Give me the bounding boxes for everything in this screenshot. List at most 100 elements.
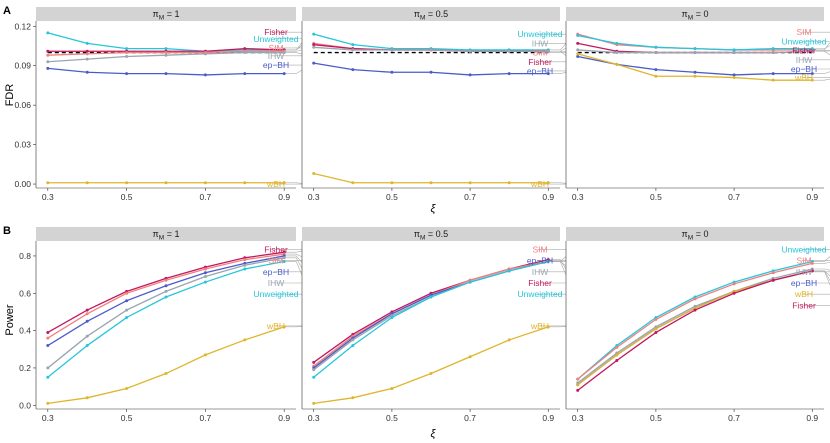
series-label-wbh: wBH	[530, 179, 549, 189]
x-tick-label: 0.9	[806, 413, 818, 423]
data-point-ihw	[771, 51, 775, 55]
series-label-sim: SIM	[532, 244, 547, 254]
y-tick-label: 0.00	[14, 179, 31, 189]
x-tick-label: 0.3	[308, 192, 320, 202]
data-point-sim	[203, 267, 207, 271]
data-point-ep-bh	[312, 61, 316, 65]
series-label-wbh: wBH	[266, 179, 285, 189]
data-point-ep-bh	[468, 73, 472, 77]
data-point-ep-bh	[507, 72, 511, 76]
data-point-wbh	[164, 372, 168, 376]
data-point-fisher	[693, 308, 697, 312]
data-point-wbh	[46, 181, 50, 185]
y-tick-label: 0.09	[14, 61, 31, 71]
data-point-fisher	[615, 358, 619, 362]
data-point-wbh	[312, 401, 316, 405]
y-tick-label: 0.06	[14, 100, 31, 110]
data-point-ihw	[732, 51, 736, 55]
data-point-sim	[125, 291, 129, 295]
data-point-unweighted	[351, 43, 355, 47]
data-point-wbh	[693, 74, 697, 78]
data-point-wbh	[468, 181, 472, 185]
data-point-ihw	[125, 55, 129, 59]
label-connector	[802, 41, 830, 49]
x-tick-label: 0.5	[121, 413, 133, 423]
series-label-fisher: Fisher	[528, 278, 552, 288]
data-point-fisher	[576, 388, 580, 392]
data-point-ihw	[243, 263, 247, 267]
data-point-sim	[243, 258, 247, 262]
data-point-wbh	[654, 327, 658, 331]
data-point-ep-bh	[282, 72, 286, 76]
data-point-fisher	[576, 41, 580, 45]
data-point-wbh	[576, 383, 580, 387]
data-point-sim	[164, 278, 168, 282]
series-label-sim: SIM	[268, 43, 283, 53]
data-point-ihw	[615, 51, 619, 55]
data-point-unweighted	[576, 33, 580, 37]
x-tick-label: 0.7	[464, 192, 476, 202]
data-point-ihw	[203, 274, 207, 278]
series-label-fisher: Fisher	[264, 27, 288, 37]
facet-strip	[302, 7, 560, 21]
x-tick-label: 0.7	[464, 413, 476, 423]
series-label-sim: SIM	[268, 256, 283, 266]
data-point-wbh	[429, 181, 433, 185]
data-point-wbh	[429, 372, 433, 376]
data-point-fisher	[810, 269, 814, 273]
data-point-unweighted	[203, 280, 207, 284]
facet-strip-label: πM = 0.5	[414, 9, 448, 22]
series-label-sim: SIM	[796, 27, 811, 37]
data-point-unweighted	[46, 375, 50, 379]
label-connector	[802, 31, 830, 51]
data-point-wbh	[615, 62, 619, 66]
data-point-ihw	[282, 256, 286, 260]
data-point-wbh	[390, 386, 394, 390]
data-point-wbh	[164, 181, 168, 185]
data-point-unweighted	[85, 344, 89, 348]
panel-tag-b: B	[3, 225, 11, 237]
data-point-ihw	[46, 60, 50, 64]
label-connector	[802, 270, 830, 306]
data-point-ep-bh	[85, 70, 89, 74]
data-point-sim	[732, 282, 736, 286]
label-connector	[802, 249, 830, 262]
data-point-unweighted	[125, 47, 129, 51]
data-point-fisher	[85, 308, 89, 312]
data-point-sim	[615, 345, 619, 349]
series-label-wbh: wBH	[794, 289, 813, 299]
data-point-ep-bh	[810, 72, 814, 76]
data-point-ep-bh	[732, 73, 736, 77]
series-label-unweighted: Unweighted	[518, 29, 563, 39]
data-point-wbh	[546, 181, 550, 185]
data-point-ihw	[312, 368, 316, 372]
data-point-wbh	[125, 386, 129, 390]
data-point-wbh	[282, 181, 286, 185]
series-label-ihw: IHW	[268, 51, 285, 61]
data-point-ihw	[351, 338, 355, 342]
series-label-wbh: wBH	[794, 73, 813, 83]
data-point-unweighted	[810, 47, 814, 51]
series-label-ihw: IHW	[796, 267, 813, 277]
facet-panel-0-2: πM = 0 0.3 0.5 0.7 0.9 SIMUnweightedFisherIHW…	[565, 7, 830, 202]
data-point-ihw	[654, 51, 658, 55]
data-point-ihw	[164, 53, 168, 57]
label-connector	[802, 68, 830, 74]
data-point-ihw	[576, 48, 580, 52]
data-point-wbh	[351, 181, 355, 185]
series-label-ihw: IHW	[268, 278, 285, 288]
data-point-ihw	[546, 49, 550, 53]
y-tick-label: 0.6	[19, 288, 31, 298]
facet-panel-1-0: πM = 1 0.0 0.2 0.4 0.6 0.8 0.3 0.5 0.7 0.9 Fisher S…	[19, 227, 311, 423]
series-label-unweighted: Unweighted	[518, 289, 563, 299]
data-point-wbh	[576, 52, 580, 56]
series-label-ep-bh: ep−BH	[263, 60, 289, 70]
facet-panel-1-2: πM = 0 0.3 0.5 0.7 0.9 Unweighted SIMIHWep−BHw…	[565, 227, 830, 423]
x-tick-label: 0.7	[728, 192, 740, 202]
data-point-ep-bh	[771, 72, 775, 76]
x-tick-label: 0.5	[386, 192, 398, 202]
x-tick-label: 0.5	[121, 192, 133, 202]
y-tick-label: 0.0	[19, 400, 31, 410]
panel-tag-a: A	[3, 5, 11, 17]
